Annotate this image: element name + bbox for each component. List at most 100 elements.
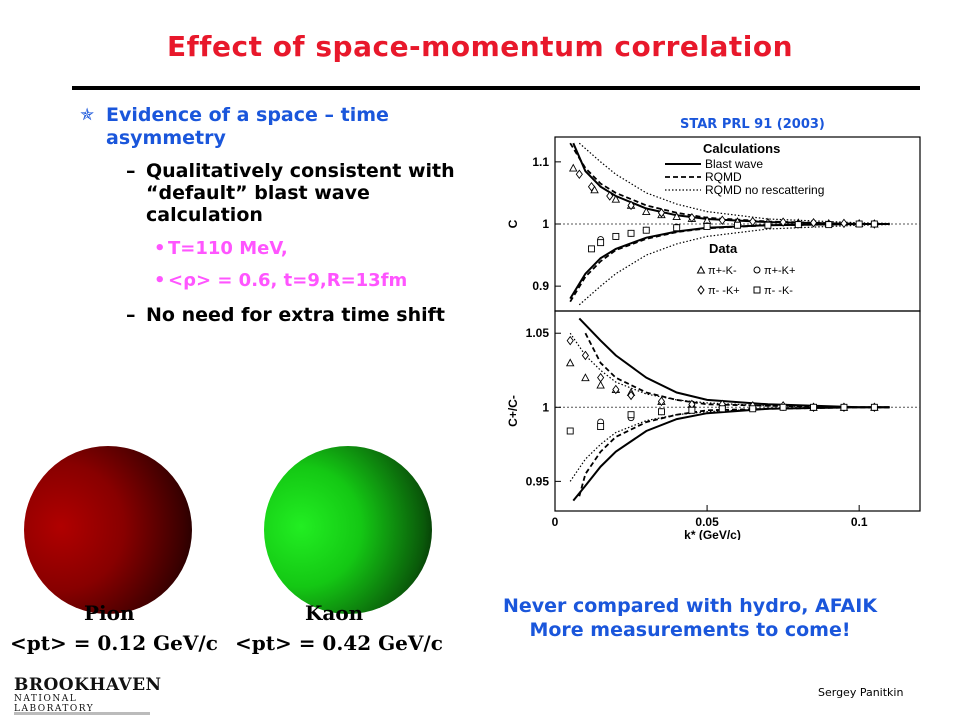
- logo-bar: [14, 712, 150, 715]
- legend-label-dashed: RQMD: [705, 170, 742, 184]
- data-point-square-top: [794, 221, 802, 229]
- data-point-triangle-bottom: [565, 358, 575, 367]
- note-line-more: More measurements to come!: [529, 619, 851, 641]
- y-tick-label-bottom: 1.05: [526, 326, 550, 340]
- legend-title-data: Data: [709, 241, 738, 256]
- data-point-square-bottom: [718, 405, 726, 413]
- bullet-text-consistent: Qualitatively consistent with “default” …: [146, 160, 455, 226]
- data-point-triangle-bottom: [581, 373, 590, 382]
- star-bullet-icon: ✯: [80, 105, 95, 125]
- data-point-triangle-top: [568, 163, 578, 172]
- y-tick-label-top: 0.9: [532, 279, 549, 293]
- data-point-diamond-bottom: [612, 384, 620, 395]
- data-point-diamond-top: [718, 215, 726, 226]
- dot-bullet-icon: •: [154, 270, 166, 291]
- bullet-level2: – No need for extra time shift: [78, 304, 478, 326]
- dot-bullet-icon: •: [154, 238, 166, 259]
- data-point-square-bottom: [779, 403, 787, 411]
- data-point-diamond-bottom: [566, 335, 574, 346]
- legend-label-circle: π+-K+: [764, 265, 795, 277]
- logo-sub-text: NATIONAL LABORATORY: [14, 694, 95, 714]
- bullet-text-temperature: T=110 MeV,: [168, 238, 288, 259]
- data-point-square-top: [597, 239, 605, 247]
- bullet-level1: ✯ Evidence of a space – time asymmetry: [78, 104, 478, 150]
- data-point-diamond-top: [749, 216, 757, 227]
- legend-marker-square: [753, 286, 761, 294]
- dash-bullet-icon: –: [126, 304, 136, 326]
- data-point-diamond-bottom: [581, 350, 589, 361]
- bullet-text-rho: <ρ> = 0.6, t=9,R=13fm: [168, 270, 408, 291]
- curve-dashed-lower-bottom: [578, 406, 890, 497]
- curve-dashed-upper-bottom: [584, 332, 890, 409]
- legend-marker-diamond: [697, 285, 705, 295]
- kaon-emission-image: [264, 446, 432, 614]
- data-point-square-bottom: [688, 406, 696, 414]
- author-name: Sergey Panitkin: [818, 686, 904, 699]
- y-tick-label-bottom: 0.95: [526, 474, 550, 488]
- data-point-diamond-bottom: [597, 372, 605, 383]
- conclusion-note: Never compared with hydro, AFAIK More me…: [440, 594, 940, 642]
- legend-label-triangle: π+-K-: [708, 265, 737, 277]
- correlation-chart: 0.9 1 1.1 C Calculations Blast wave RQMD RQMD n…: [505, 133, 927, 542]
- data-point-square-bottom: [840, 403, 848, 411]
- source-citation: STAR PRL 91 (2003): [680, 117, 825, 132]
- x-tick-label-bottom: 0.05: [695, 515, 719, 529]
- legend-marker-circle: [753, 266, 761, 274]
- y-tick-label-bottom: 1: [542, 400, 549, 414]
- data-point-square-bottom: [627, 411, 635, 419]
- data-point-diamond-top: [587, 181, 596, 192]
- data-point-square-top: [612, 232, 620, 240]
- legend-label-square: π- -K-: [764, 285, 793, 297]
- title-divider: [72, 86, 920, 90]
- legend-label-diamond: π- -K+: [708, 285, 740, 297]
- curve-dashed-lower-top: [569, 223, 890, 303]
- legend-label-dotted: RQMD no rescattering: [705, 183, 824, 197]
- data-point-square-top: [825, 221, 833, 229]
- slide-title: Effect of space-momentum correlation: [166, 30, 794, 63]
- curve-solid-upper-bottom: [578, 317, 890, 409]
- bullet-level3: • <ρ> = 0.6, t=9,R=13fm: [78, 270, 478, 292]
- data-point-diamond-top: [840, 218, 848, 229]
- data-point-square-top: [764, 221, 772, 229]
- data-point-square-top: [627, 229, 635, 237]
- data-point-diamond-top: [688, 213, 696, 223]
- y-tick-label-top: 1.1: [532, 155, 549, 169]
- pion-mean-pt: <pt> = 0.12 GeV/c: [10, 631, 218, 655]
- curve-solid-lower-bottom: [572, 406, 890, 502]
- bullet-level3: • T=110 MeV,: [78, 238, 478, 260]
- data-point-triangle-top: [672, 212, 681, 220]
- y-axis-label-top: C: [506, 219, 520, 228]
- data-point-diamond-top: [779, 217, 787, 227]
- brookhaven-logo: BROOKHAVEN NATIONAL LABORATORY: [14, 675, 162, 718]
- data-point-triangle-bottom: [596, 380, 605, 389]
- data-point-square-bottom: [870, 403, 878, 411]
- panel-frame-bottom: [554, 310, 921, 512]
- bullet-text-no-shift: No need for extra time shift: [146, 304, 446, 326]
- bullet-list: ✯ Evidence of a space – time asymmetry –…: [78, 104, 478, 326]
- legend-title-calculations: Calculations: [703, 141, 780, 156]
- data-point-square-bottom: [566, 427, 574, 435]
- pion-label: Pion: [84, 601, 135, 625]
- data-point-diamond-top: [809, 218, 818, 228]
- dash-bullet-icon: –: [126, 160, 136, 182]
- data-point-square-bottom: [810, 403, 817, 411]
- kaon-label: Kaon: [305, 601, 364, 625]
- pion-emission-image: [24, 446, 192, 614]
- data-point-square-top: [588, 245, 595, 253]
- logo-main-text: BROOKHAVEN: [14, 675, 162, 695]
- data-point-square-top: [734, 221, 741, 229]
- y-tick-label-top: 1: [542, 217, 549, 231]
- data-point-diamond-top: [575, 169, 583, 180]
- data-point-diamond-top: [606, 191, 614, 201]
- data-point-square-top: [673, 224, 681, 232]
- curve-dotted-lower-bottom: [569, 406, 890, 482]
- legend-marker-triangle: [696, 265, 706, 274]
- data-point-diamond-top: [627, 200, 635, 211]
- data-point-square-top: [870, 220, 878, 228]
- data-point-diamond-top: [657, 208, 666, 218]
- data-point-triangle-top: [611, 194, 621, 203]
- data-point-square-top: [642, 226, 650, 234]
- data-point-square-top: [855, 220, 863, 228]
- kaon-mean-pt: <pt> = 0.42 GeV/c: [235, 631, 443, 655]
